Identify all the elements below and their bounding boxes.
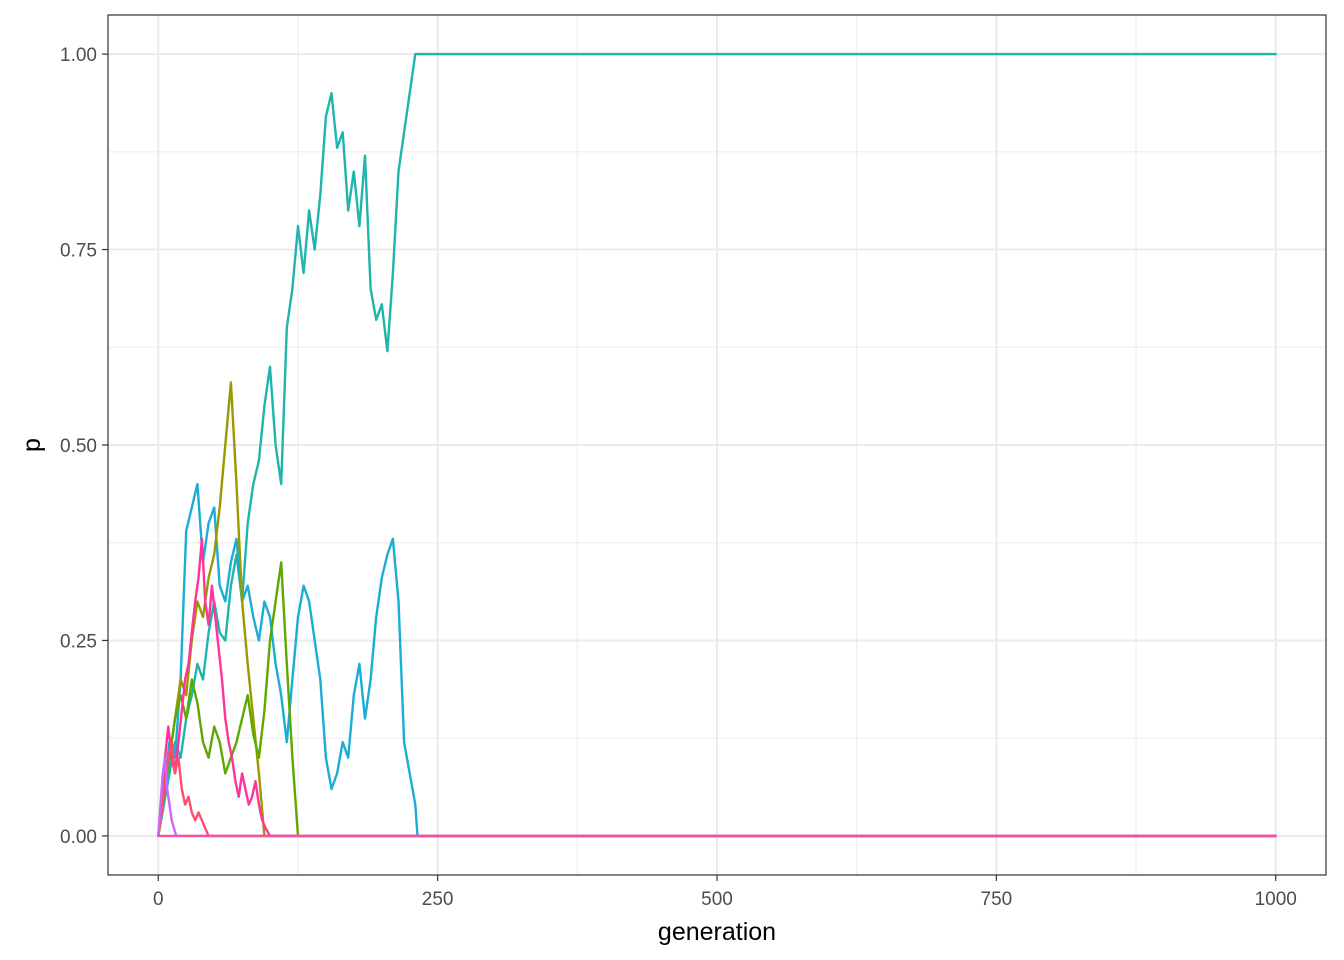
- series-line-6: [157, 740, 1277, 838]
- series-line-5: [157, 537, 1277, 838]
- x-axis-title: generation: [658, 918, 776, 946]
- axis-ticks: 0 250 500 750 1000 0.00 0.25 0.50 0.75 1.00: [60, 45, 1297, 910]
- y-tick-label: 1.00: [60, 45, 97, 66]
- x-tick-label: 250: [422, 889, 454, 910]
- x-tick-label: 500: [701, 889, 733, 910]
- y-tick-label: 0.50: [60, 436, 97, 457]
- series-line-7: [157, 756, 1277, 838]
- y-tick-label: 0.00: [60, 827, 97, 848]
- series-line-3: [157, 381, 1277, 838]
- x-tick-label: 0: [153, 889, 164, 910]
- x-tick-label: 750: [981, 889, 1013, 910]
- x-tick-label: 1000: [1255, 889, 1297, 910]
- y-tick-label: 0.75: [60, 241, 97, 262]
- series-line-1: [157, 52, 1277, 838]
- series-lines: [157, 52, 1277, 838]
- y-axis-title: p: [18, 438, 46, 452]
- y-tick-label: 0.25: [60, 631, 97, 652]
